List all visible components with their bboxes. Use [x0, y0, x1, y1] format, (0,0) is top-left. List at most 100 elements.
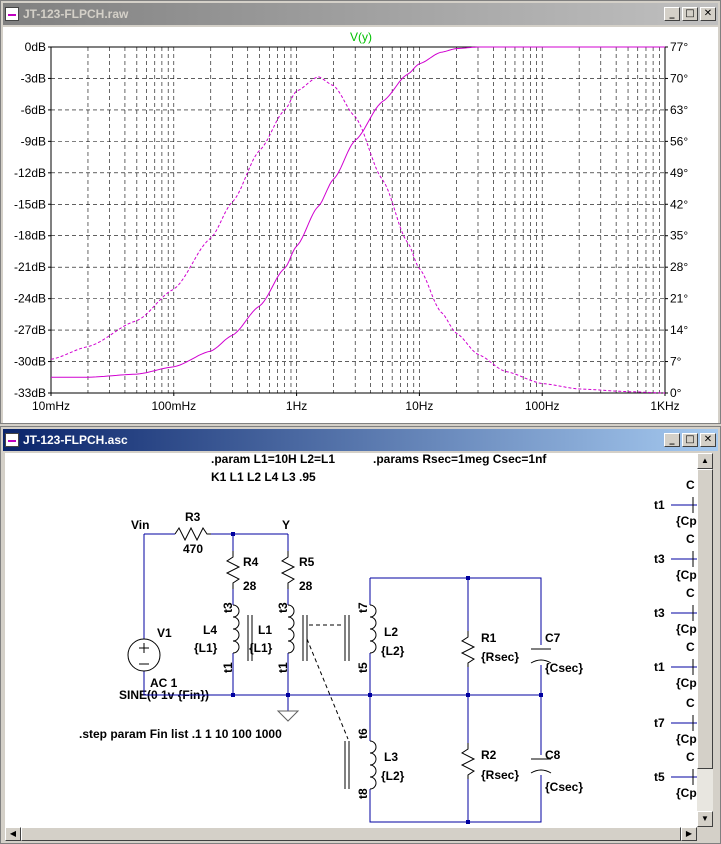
maximize-button[interactable]: □ — [682, 433, 698, 447]
l1-top-pin[interactable]: t3 — [276, 602, 290, 613]
r3-resistor[interactable] — [174, 526, 211, 542]
r1-name[interactable]: R1 — [481, 631, 497, 645]
y-label[interactable]: Y — [282, 518, 290, 532]
right-edge-net[interactable]: t1 — [654, 660, 665, 674]
y-right-tick-label: 28° — [670, 260, 688, 274]
right-edge-component[interactable]: Ct7 {Cp — [654, 696, 697, 746]
right-edge-value[interactable]: {Cp — [676, 514, 697, 528]
r2-resistor[interactable] — [460, 743, 476, 779]
coupling-directive[interactable]: K1 L1 L2 L4 L3 .95 — [211, 470, 316, 484]
l3-top-pin[interactable]: t6 — [356, 728, 370, 739]
trace-label[interactable]: V(y) — [350, 30, 372, 44]
r5-value[interactable]: 28 — [299, 579, 313, 593]
horizontal-scrollbar[interactable]: ◀ ▶ — [5, 827, 697, 841]
plot-area[interactable]: 0dB -3dB -6dB -9dB -12dB -15dB -18dB -21dB -24dB… — [3, 27, 718, 423]
close-button[interactable]: ✕ — [700, 433, 716, 447]
l4-bottom-pin[interactable]: t1 — [221, 662, 235, 673]
right-edge-value[interactable]: {Cp — [676, 786, 697, 800]
l1-inductor[interactable] — [287, 604, 295, 654]
right-edge-component[interactable]: Ct1 {Cp — [654, 640, 697, 690]
right-edge-net[interactable]: t7 — [654, 716, 665, 730]
right-edge-ref[interactable]: C — [686, 696, 695, 710]
right-edge-ref[interactable]: C — [686, 750, 695, 764]
param-directive[interactable]: .param L1=10H L2=L1 — [211, 453, 335, 466]
l1-value[interactable]: {L1} — [249, 641, 273, 655]
l3-name[interactable]: L3 — [384, 750, 398, 764]
v1-source[interactable] — [127, 638, 161, 672]
right-edge-value[interactable]: {Cp — [676, 622, 697, 636]
right-edge-net[interactable]: t1 — [654, 498, 665, 512]
step-directive[interactable]: .step param Fin list .1 1 10 100 1000 — [79, 727, 282, 741]
right-edge-net[interactable]: t3 — [654, 606, 665, 620]
y-right-tick-label: 21° — [670, 292, 688, 306]
right-edge-ref[interactable]: C — [686, 478, 695, 492]
r4-name[interactable]: R4 — [243, 555, 259, 569]
right-edge-component[interactable]: Ct3 {Cp — [654, 532, 697, 582]
right-edge-net[interactable]: t3 — [654, 552, 665, 566]
schematic-drawing[interactable]: .param L1=10H L2=L1 .params Rsec=1meg Cs… — [5, 453, 697, 827]
l3-bottom-pin[interactable]: t8 — [356, 788, 370, 799]
scroll-left-button[interactable]: ◀ — [5, 827, 21, 841]
r5-resistor[interactable] — [280, 551, 296, 589]
r1-resistor[interactable] — [460, 631, 476, 667]
right-edge-component[interactable]: Ct1 {Cp — [654, 478, 697, 528]
magnitude-trace[interactable] — [51, 46, 665, 378]
r2-value[interactable]: {Rsec} — [481, 768, 519, 782]
vertical-scrollbar[interactable]: ▲ ▼ — [697, 453, 713, 827]
right-edge-component[interactable]: Ct3 {Cp — [654, 586, 697, 636]
scroll-up-button[interactable]: ▲ — [697, 453, 713, 469]
right-edge-ref[interactable]: C — [686, 640, 695, 654]
r4-resistor[interactable] — [225, 551, 241, 589]
vin-label[interactable]: Vin — [131, 518, 149, 532]
right-edge-ref[interactable]: C — [686, 586, 695, 600]
l4-top-pin[interactable]: t3 — [221, 602, 235, 613]
r3-value[interactable]: 470 — [183, 542, 203, 556]
l4-value[interactable]: {L1} — [194, 641, 218, 655]
close-button[interactable]: ✕ — [700, 7, 716, 21]
vertical-scroll-thumb[interactable] — [697, 469, 713, 769]
c7-capacitor[interactable] — [530, 648, 552, 664]
l4-inductor[interactable] — [232, 604, 240, 654]
r3-name[interactable]: R3 — [185, 510, 201, 524]
l2-inductor[interactable] — [369, 604, 377, 654]
l2-bottom-pin[interactable]: t5 — [356, 662, 370, 673]
l1-name[interactable]: L1 — [258, 623, 272, 637]
v1-value[interactable]: AC 1 — [150, 676, 178, 690]
r2-name[interactable]: R2 — [481, 748, 497, 762]
right-edge-value[interactable]: {Cp — [676, 568, 697, 582]
l1-bottom-pin[interactable]: t1 — [276, 662, 290, 673]
c7-name[interactable]: C7 — [545, 631, 561, 645]
params-directive[interactable]: .params Rsec=1meg Csec=1nf — [373, 453, 547, 466]
right-edge-value[interactable]: {Cp — [676, 732, 697, 746]
scroll-down-button[interactable]: ▼ — [697, 811, 713, 827]
bode-plot[interactable]: 0dB -3dB -6dB -9dB -12dB -15dB -18dB -21dB -24dB… — [3, 27, 718, 423]
minimize-button[interactable]: _ — [664, 433, 680, 447]
l4-name[interactable]: L4 — [203, 623, 217, 637]
c8-name[interactable]: C8 — [545, 748, 561, 762]
l2-name[interactable]: L2 — [384, 625, 398, 639]
schematic-title-bar[interactable]: JT-123-FLPCH.asc _ □ ✕ — [3, 429, 718, 451]
c8-value[interactable]: {Csec} — [545, 780, 583, 794]
ground-symbol[interactable] — [276, 710, 300, 722]
right-edge-value[interactable]: {Cp — [676, 676, 697, 690]
v1-name[interactable]: V1 — [157, 626, 172, 640]
l2-top-pin[interactable]: t7 — [356, 602, 370, 613]
r1-value[interactable]: {Rsec} — [481, 650, 519, 664]
minimize-button[interactable]: _ — [664, 7, 680, 21]
scroll-right-button[interactable]: ▶ — [681, 827, 697, 841]
r4-value[interactable]: 28 — [243, 579, 257, 593]
phase-trace[interactable] — [50, 76, 666, 394]
horizontal-scroll-thumb[interactable] — [21, 827, 681, 841]
right-edge-component[interactable]: Ct5 {Cp — [654, 750, 697, 800]
waveform-title-bar[interactable]: JT-123-FLPCH.raw _ □ ✕ — [3, 3, 718, 25]
schematic-canvas[interactable]: .param L1=10H L2=L1 .params Rsec=1meg Cs… — [5, 453, 697, 827]
c7-value[interactable]: {Csec} — [545, 661, 583, 675]
maximize-button[interactable]: □ — [682, 7, 698, 21]
l2-value[interactable]: {L2} — [381, 644, 405, 658]
l3-value[interactable]: {L2} — [381, 769, 405, 783]
c8-capacitor[interactable] — [530, 758, 552, 774]
r5-name[interactable]: R5 — [299, 555, 315, 569]
l3-inductor[interactable] — [369, 740, 377, 790]
right-edge-ref[interactable]: C — [686, 532, 695, 546]
right-edge-net[interactable]: t5 — [654, 770, 665, 784]
